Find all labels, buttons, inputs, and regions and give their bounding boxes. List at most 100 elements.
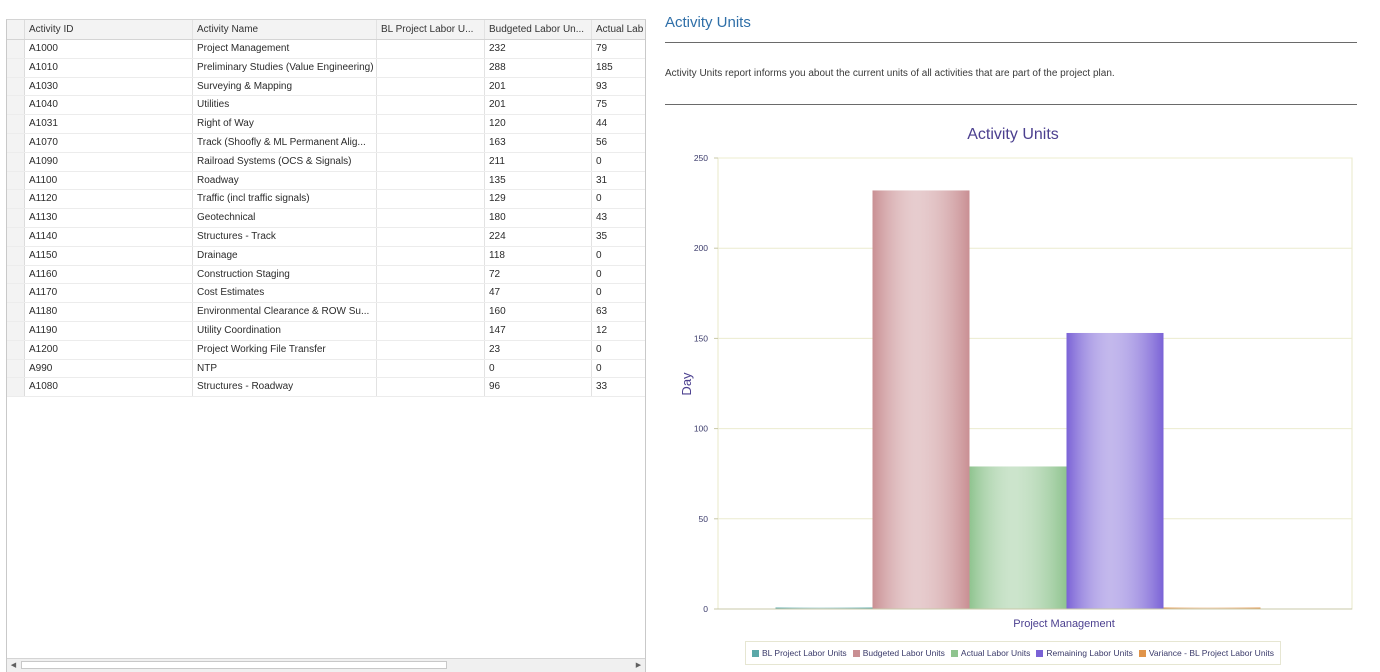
row-selector[interactable]	[7, 152, 25, 171]
cell-actual-labor-units[interactable]: 0	[596, 343, 602, 355]
cell-actual-labor-units[interactable]: 0	[596, 362, 602, 374]
cell-actual-labor-units[interactable]: 63	[596, 306, 608, 318]
cell-actual-labor-units[interactable]: 0	[596, 155, 602, 167]
cell-budgeted-labor-units[interactable]: 47	[485, 284, 592, 303]
cell-bl-project-labor-units[interactable]	[377, 340, 485, 359]
cell-actual-labor-units[interactable]: 33	[596, 381, 608, 393]
row-selector[interactable]	[7, 171, 25, 190]
cell-actual-labor-units[interactable]: 185	[596, 61, 613, 73]
cell-bl-project-labor-units[interactable]	[377, 171, 485, 190]
row-selector[interactable]	[7, 96, 25, 115]
cell-activity-name[interactable]: Right of Way	[193, 115, 377, 133]
cell-budgeted-labor-units[interactable]: 160	[485, 303, 592, 321]
cell-bl-project-labor-units[interactable]	[377, 152, 485, 171]
row-selector[interactable]	[7, 246, 25, 265]
cell-bl-project-labor-units[interactable]	[377, 284, 485, 303]
table-row[interactable]: A1140 Structures - Track 224 35	[7, 227, 645, 247]
cell-budgeted-labor-units[interactable]: 224	[485, 227, 592, 246]
cell-actual-labor-units[interactable]: 75	[596, 99, 608, 111]
cell-activity-name[interactable]: Cost Estimates	[193, 284, 377, 303]
cell-activity-id[interactable]: A1070	[25, 133, 193, 152]
cell-budgeted-labor-units[interactable]: 23	[485, 340, 592, 359]
cell-activity-id[interactable]: A1100	[25, 171, 193, 190]
cell-budgeted-labor-units[interactable]: 96	[485, 378, 592, 397]
cell-actual-labor-units[interactable]: 0	[596, 287, 602, 299]
cell-bl-project-labor-units[interactable]	[377, 77, 485, 96]
cell-activity-id[interactable]: A1140	[25, 227, 193, 246]
scroll-right-icon[interactable]: ▶	[635, 662, 642, 669]
table-row[interactable]: A1070 Track (Shoofly & ML Permanent Alig.…	[7, 133, 645, 153]
cell-budgeted-labor-units[interactable]: 72	[485, 265, 592, 284]
table-row[interactable]: A1180 Environmental Clearance & ROW Su...…	[7, 303, 645, 322]
row-selector[interactable]	[7, 58, 25, 77]
cell-budgeted-labor-units[interactable]: 180	[485, 209, 592, 227]
cell-activity-name[interactable]: Geotechnical	[193, 209, 377, 227]
scroll-left-icon[interactable]: ◀	[10, 662, 17, 669]
cell-activity-id[interactable]: A1160	[25, 265, 193, 284]
row-selector[interactable]	[7, 340, 25, 359]
cell-bl-project-labor-units[interactable]	[377, 265, 485, 284]
cell-activity-id[interactable]: A1200	[25, 340, 193, 359]
cell-bl-project-labor-units[interactable]	[377, 40, 485, 58]
cell-activity-name[interactable]: Traffic (incl traffic signals)	[193, 190, 377, 209]
cell-activity-id[interactable]: A1000	[25, 40, 193, 58]
row-selector[interactable]	[7, 115, 25, 133]
table-row[interactable]: A1100 Roadway 135 31	[7, 171, 645, 191]
cell-bl-project-labor-units[interactable]	[377, 190, 485, 209]
row-selector[interactable]	[7, 133, 25, 152]
cell-activity-name[interactable]: Track (Shoofly & ML Permanent Alig...	[193, 133, 377, 152]
cell-activity-name[interactable]: Structures - Track	[193, 227, 377, 246]
cell-activity-id[interactable]: A1130	[25, 209, 193, 227]
cell-actual-labor-units[interactable]: 12	[596, 324, 608, 336]
cell-activity-name[interactable]: Construction Staging	[193, 265, 377, 284]
table-row[interactable]: A1080 Structures - Roadway 96 33	[7, 378, 645, 398]
cell-budgeted-labor-units[interactable]: 120	[485, 115, 592, 133]
cell-budgeted-labor-units[interactable]: 118	[485, 246, 592, 265]
table-row[interactable]: A1120 Traffic (incl traffic signals) 129 0	[7, 190, 645, 210]
cell-activity-name[interactable]: Drainage	[193, 246, 377, 265]
row-selector[interactable]	[7, 209, 25, 227]
cell-bl-project-labor-units[interactable]	[377, 209, 485, 227]
cell-activity-id[interactable]: A1031	[25, 115, 193, 133]
table-row[interactable]: A1000 Project Management 232 79	[7, 40, 645, 59]
table-row[interactable]: A1010 Preliminary Studies (Value Engineer…	[7, 58, 645, 78]
table-row[interactable]: A990 NTP 0 0	[7, 359, 645, 379]
scrollbar-thumb[interactable]	[21, 661, 447, 669]
cell-budgeted-labor-units[interactable]: 135	[485, 171, 592, 190]
cell-activity-name[interactable]: Roadway	[193, 171, 377, 190]
cell-budgeted-labor-units[interactable]: 232	[485, 40, 592, 58]
table-row[interactable]: A1130 Geotechnical 180 43	[7, 209, 645, 228]
cell-activity-name[interactable]: Railroad Systems (OCS & Signals)	[193, 152, 377, 171]
row-selector[interactable]	[7, 265, 25, 284]
cell-activity-id[interactable]: A1090	[25, 152, 193, 171]
table-row[interactable]: A1200 Project Working File Transfer 23 0	[7, 340, 645, 360]
cell-budgeted-labor-units[interactable]: 211	[485, 152, 592, 171]
cell-actual-labor-units[interactable]: 79	[596, 43, 608, 54]
column-header-activity-id[interactable]: Activity ID	[25, 20, 193, 39]
row-selector[interactable]	[7, 378, 25, 397]
table-row[interactable]: A1190 Utility Coordination 147 12	[7, 321, 645, 341]
column-header-budgeted-labor-units[interactable]: Budgeted Labor Un...	[485, 20, 592, 39]
cell-activity-id[interactable]: A1190	[25, 321, 193, 340]
cell-activity-name[interactable]: Environmental Clearance & ROW Su...	[193, 303, 377, 321]
row-selector[interactable]	[7, 40, 25, 58]
cell-actual-labor-units[interactable]: 56	[596, 136, 608, 148]
cell-activity-id[interactable]: A1080	[25, 378, 193, 397]
cell-bl-project-labor-units[interactable]	[377, 246, 485, 265]
cell-actual-labor-units[interactable]: 0	[596, 268, 602, 280]
cell-activity-id[interactable]: A1030	[25, 77, 193, 96]
cell-activity-name[interactable]: Surveying & Mapping	[193, 77, 377, 96]
cell-activity-id[interactable]: A1170	[25, 284, 193, 303]
cell-activity-id[interactable]: A990	[25, 359, 193, 378]
cell-actual-labor-units[interactable]: 44	[596, 118, 608, 130]
row-selector[interactable]	[7, 303, 25, 321]
cell-activity-name[interactable]: Structures - Roadway	[193, 378, 377, 397]
cell-activity-name[interactable]: Utilities	[193, 96, 377, 115]
cell-bl-project-labor-units[interactable]	[377, 321, 485, 340]
cell-budgeted-labor-units[interactable]: 163	[485, 133, 592, 152]
cell-activity-id[interactable]: A1040	[25, 96, 193, 115]
cell-activity-name[interactable]: Utility Coordination	[193, 321, 377, 340]
cell-actual-labor-units[interactable]: 93	[596, 80, 608, 92]
cell-bl-project-labor-units[interactable]	[377, 359, 485, 378]
cell-bl-project-labor-units[interactable]	[377, 378, 485, 397]
